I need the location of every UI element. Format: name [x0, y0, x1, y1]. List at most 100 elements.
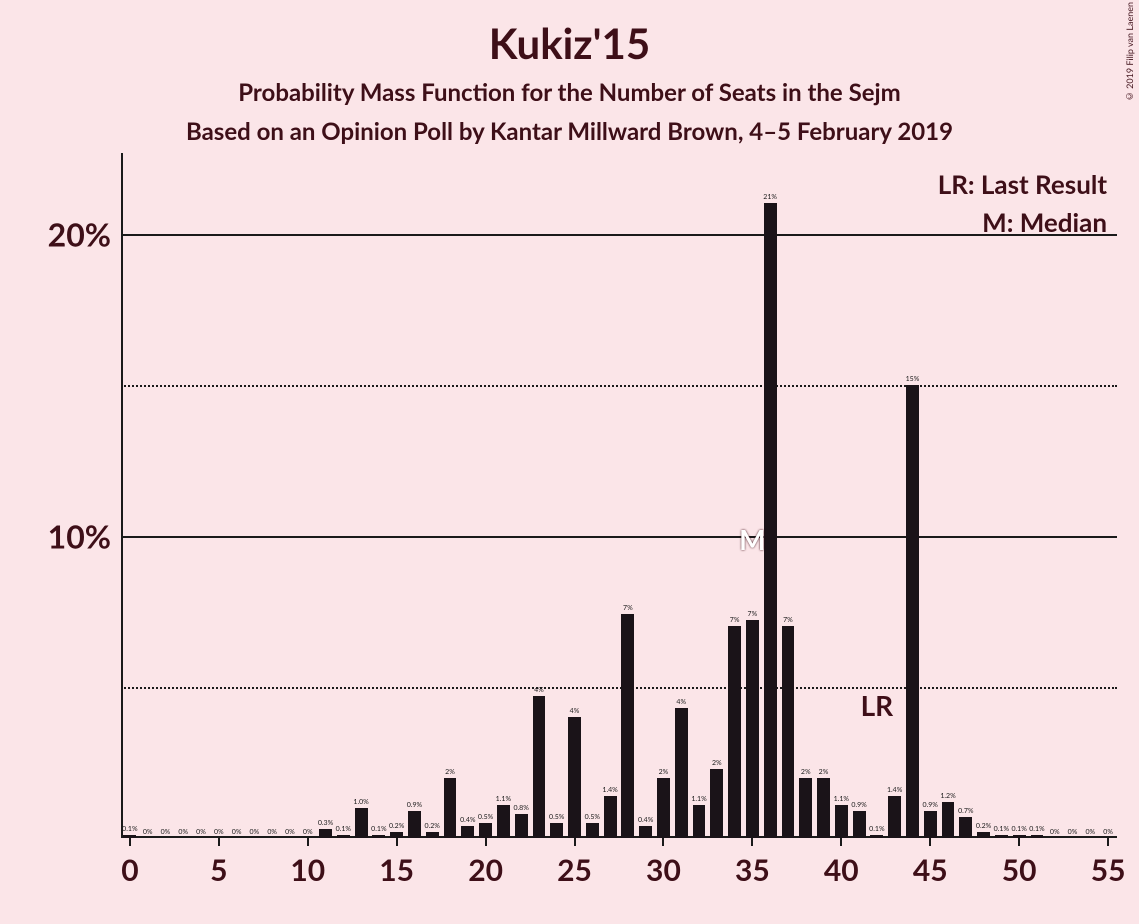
bar-value-label: 0.9%: [851, 801, 866, 811]
bar: 0.5%: [479, 823, 492, 838]
bar-value-label: 0%: [1068, 828, 1078, 838]
bar: 0.3%: [319, 829, 332, 838]
bar-value-label: 0.5%: [585, 813, 600, 823]
bar-value-label: 0.1%: [122, 825, 137, 835]
bar: 2%: [817, 778, 830, 838]
bar-value-label: 2%: [819, 768, 829, 778]
x-tick-label: 25: [557, 838, 592, 888]
bar-value-label: 0%: [267, 828, 277, 838]
pmf-bar-chart: 10%20% 0.1%0%0%0%0%0%0%0%0%0%0%0.3%0.1%1…: [121, 158, 1117, 838]
bar-value-label: 0.2%: [425, 822, 440, 832]
bar: 0.1%: [870, 835, 883, 838]
bar-value-label: 15%: [906, 375, 920, 385]
bar-value-label: 7%: [730, 616, 740, 626]
bar-value-label: 1.1%: [834, 795, 849, 805]
bar: 0.1%: [337, 835, 350, 838]
bar-value-label: 2%: [659, 768, 669, 778]
bar-value-label: 0.1%: [1029, 825, 1044, 835]
x-tick-label: 5: [210, 838, 227, 888]
bar-value-label: 0.2%: [389, 822, 404, 832]
bar: 7%: [728, 626, 741, 838]
x-tick-label: 45: [913, 838, 948, 888]
bar-value-label: 1.1%: [691, 795, 706, 805]
bar-value-label: 0.1%: [869, 825, 884, 835]
chart-subtitle-2: Based on an Opinion Poll by Kantar Millw…: [0, 107, 1139, 146]
bar-value-label: 2%: [712, 759, 722, 769]
bar: 1.4%: [604, 796, 617, 838]
bar-value-label: 0.9%: [407, 801, 422, 811]
bar: 0.8%: [515, 814, 528, 838]
bar: 2%: [710, 769, 723, 839]
bar-value-label: 0%: [232, 828, 242, 838]
x-tick-label: 30: [646, 838, 681, 888]
bar: 0.9%: [853, 811, 866, 838]
bar-value-label: 0%: [196, 828, 206, 838]
bar: 0.4%: [461, 826, 474, 838]
bar-value-label: 0%: [178, 828, 188, 838]
bar-value-label: 21%: [763, 193, 777, 203]
bar: 2%: [799, 778, 812, 838]
bar: 0.2%: [977, 832, 990, 838]
bar-value-label: 7%: [783, 616, 793, 626]
bar-value-label: 2%: [445, 768, 455, 778]
x-tick-label: 0: [121, 838, 138, 888]
x-tick-label: 15: [379, 838, 414, 888]
bar: 0.5%: [586, 823, 599, 838]
bar: 1.1%: [497, 805, 510, 838]
bar: 0.7%: [959, 817, 972, 838]
bar: 21%: [764, 203, 777, 838]
bar: 4%: [675, 708, 688, 838]
bar-value-label: 0.8%: [513, 804, 528, 814]
bar-value-label: 0.4%: [638, 816, 653, 826]
bar: 15%: [906, 385, 919, 838]
median-marker: M: [739, 522, 765, 556]
chart-title: Kukiz'15: [0, 0, 1139, 68]
x-tick-label: 35: [735, 838, 770, 888]
bar-value-label: 0%: [285, 828, 295, 838]
bar-value-label: 0.1%: [371, 825, 386, 835]
bar: 1.1%: [835, 805, 848, 838]
bar: 0.9%: [408, 811, 421, 838]
bar: 2%: [657, 778, 670, 838]
bar-value-label: 0.1%: [1011, 825, 1026, 835]
y-tick-label: 20%: [48, 214, 121, 253]
last-result-marker: LR: [861, 688, 894, 722]
bar: 4%: [533, 696, 546, 838]
bar: 7%: [746, 620, 759, 838]
bar: 7%: [782, 626, 795, 838]
bar-value-label: 0.2%: [976, 822, 991, 832]
bar-value-label: 7%: [748, 610, 758, 620]
bar-value-label: 2%: [801, 768, 811, 778]
bar: 4%: [568, 717, 581, 838]
bar-value-label: 0%: [143, 828, 153, 838]
bar: 0.9%: [924, 811, 937, 838]
x-tick-label: 20: [468, 838, 503, 888]
bar: 1.2%: [942, 802, 955, 838]
chart-subtitle-1: Probability Mass Function for the Number…: [0, 68, 1139, 107]
y-tick-label: 10%: [48, 516, 121, 555]
bar-value-label: 0.4%: [460, 816, 475, 826]
bar-value-label: 0.1%: [336, 825, 351, 835]
bar: 2%: [444, 778, 457, 838]
bar-value-label: 4%: [676, 698, 686, 708]
x-tick-label: 50: [1002, 838, 1037, 888]
bar-value-label: 0%: [250, 828, 260, 838]
bar: 7%: [621, 614, 634, 838]
bar: 1.0%: [355, 808, 368, 838]
bar: 1.4%: [888, 796, 901, 838]
bar-value-label: 0%: [161, 828, 171, 838]
bar-value-label: 0.3%: [318, 819, 333, 829]
bar: 0.2%: [426, 832, 439, 838]
bar-value-label: 0.9%: [923, 801, 938, 811]
bar-value-label: 0%: [1050, 828, 1060, 838]
bar-value-label: 0.5%: [478, 813, 493, 823]
bar-value-label: 0%: [1103, 828, 1113, 838]
bar-value-label: 0%: [214, 828, 224, 838]
bar-value-label: 0%: [1085, 828, 1095, 838]
legend-lr: LR: Last Result: [938, 168, 1107, 200]
bar-value-label: 1.4%: [602, 786, 617, 796]
bar-value-label: 4%: [534, 686, 544, 696]
bar-value-label: 1.0%: [353, 798, 368, 808]
bar: 0.5%: [550, 823, 563, 838]
bar-value-label: 1.1%: [496, 795, 511, 805]
